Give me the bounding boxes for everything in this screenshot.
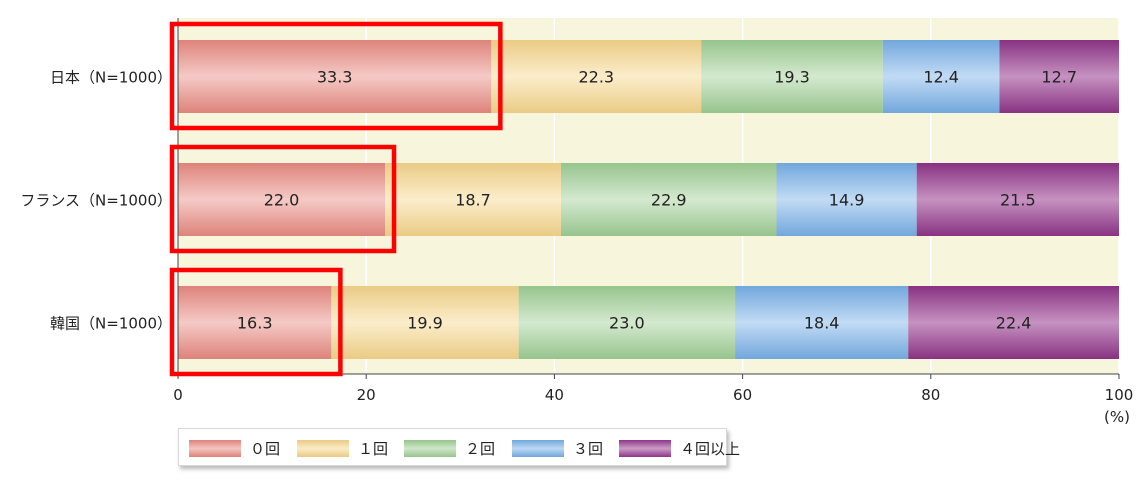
bar-segment: [908, 286, 1119, 359]
legend-label: ０回: [250, 439, 281, 458]
highlight-box: [169, 267, 343, 377]
bar-segment: [518, 286, 736, 359]
bar-segment: [178, 163, 386, 236]
bar-value-label: 22.4: [996, 314, 1032, 333]
bar-value-label: 19.3: [774, 68, 810, 87]
highlight-box: [169, 21, 503, 131]
bar-value-label: 14.9: [829, 191, 865, 210]
bar-segment: [882, 40, 1000, 113]
bar-segment: [491, 40, 702, 113]
x-tick-label: 80: [921, 386, 940, 404]
legend-item: １回: [297, 438, 388, 458]
legend-swatch: [619, 439, 671, 457]
bar-segment: [701, 40, 883, 113]
bar-segment: [776, 163, 917, 236]
x-tick-label: 20: [357, 386, 376, 404]
legend-label: ３回: [573, 439, 604, 458]
bar-value-label: 12.4: [923, 68, 959, 87]
legend: ０回 １回 ２回 ３回 ４回以上: [178, 428, 740, 466]
legend-item: ０回: [189, 438, 280, 458]
category-label: 日本（N=1000）: [50, 69, 172, 87]
legend-label: ４回以上: [680, 439, 741, 458]
legend-item: ３回: [512, 438, 603, 458]
bar-segment: [178, 40, 492, 113]
bar-segment: [560, 163, 777, 236]
bar-value-label: 23.0: [609, 314, 645, 333]
bar-value-label: 16.3: [237, 314, 273, 333]
legend-swatch: [189, 439, 241, 457]
bar-value-label: 12.7: [1041, 68, 1077, 87]
bar-segment: [735, 286, 909, 359]
bar-value-label: 18.4: [804, 314, 840, 333]
bar-segment: [916, 163, 1119, 236]
x-tick-label: 60: [733, 386, 752, 404]
bar-value-label: 21.5: [1000, 191, 1036, 210]
category-labels: 日本（N=1000） フランス（N=1000） 韓国（N=1000）: [20, 69, 172, 333]
legend-swatch: [297, 439, 349, 457]
bar-value-label: 33.3: [317, 68, 353, 87]
bar-segment: [999, 40, 1119, 113]
bar-segment: [331, 286, 519, 359]
x-tick-label: 40: [545, 386, 564, 404]
category-label: 韓国（N=1000）: [50, 315, 172, 333]
category-label: フランス（N=1000）: [20, 192, 172, 210]
bar-value-label: 22.9: [651, 191, 687, 210]
value-labels: 33.3 22.3 19.3 12.4 12.7 22.0 18.7 22.9 14.9 21.5…: [237, 68, 1077, 333]
bar-segment: [178, 286, 332, 359]
bars: [178, 40, 1119, 359]
x-tick-label: 100: [1105, 386, 1134, 404]
legend-item: ２回: [404, 438, 495, 458]
highlight-box: [169, 144, 397, 254]
legend-swatch: [512, 439, 564, 457]
x-tick-label: 0: [173, 386, 183, 404]
legend-swatch: [404, 439, 456, 457]
bar-value-label: 18.7: [455, 191, 491, 210]
bar-value-label: 22.3: [578, 68, 614, 87]
legend-item: ４回以上: [619, 438, 740, 458]
legend-label: ２回: [465, 439, 496, 458]
highlight-boxes: [169, 21, 503, 377]
bar-segment: [385, 163, 561, 236]
bar-value-label: 22.0: [264, 191, 300, 210]
x-unit-label: (%): [1104, 408, 1130, 426]
legend-label: １回: [358, 439, 389, 458]
bar-value-label: 19.9: [407, 314, 443, 333]
